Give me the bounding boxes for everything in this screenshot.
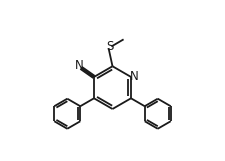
Text: N: N: [130, 71, 139, 83]
Text: S: S: [106, 40, 113, 53]
Text: N: N: [75, 59, 83, 72]
